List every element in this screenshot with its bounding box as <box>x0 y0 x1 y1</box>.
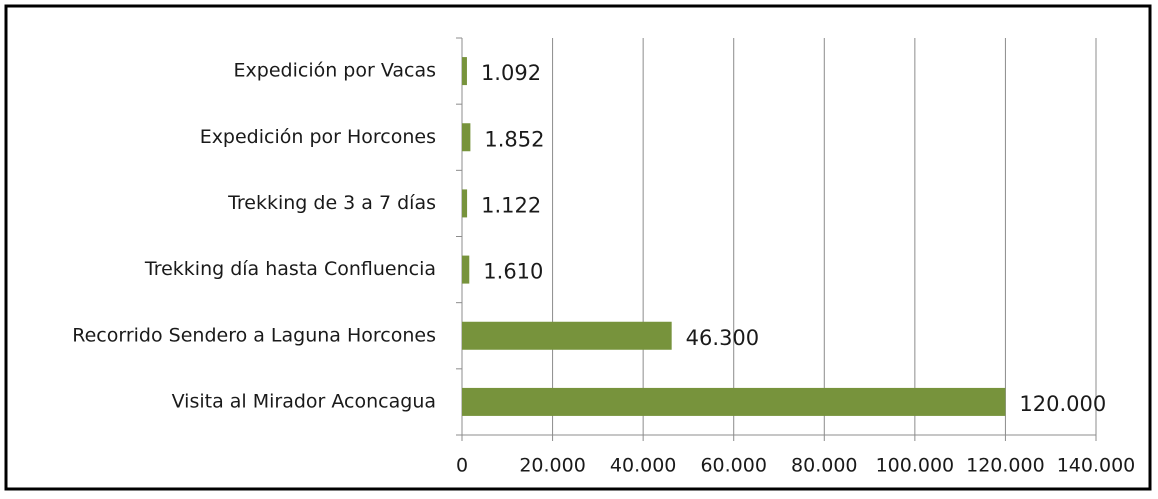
bar <box>462 321 672 350</box>
value-label: 46.300 <box>686 326 759 350</box>
bar <box>462 387 1006 416</box>
y-tick-label: Expedición por Horcones <box>200 126 436 148</box>
x-tick-label: 60.000 <box>700 455 766 477</box>
y-tick-label: Trekking de 3 a 7 días <box>227 192 436 214</box>
bar <box>462 57 467 86</box>
bar <box>462 123 471 152</box>
y-tick-label: Expedición por Vacas <box>234 60 436 82</box>
bar <box>462 189 468 218</box>
x-tick-label: 120.000 <box>966 455 1045 477</box>
y-tick-label: Trekking día hasta Confluencia <box>144 258 436 280</box>
value-label: 120.000 <box>1019 392 1106 416</box>
frame <box>4 4 1152 491</box>
value-label: 1.122 <box>481 193 541 217</box>
x-tick-label: 20.000 <box>519 455 585 477</box>
y-tick-label: Visita al Mirador Aconcagua <box>172 390 436 412</box>
x-tick-label: 100.000 <box>876 455 955 477</box>
value-label: 1.610 <box>483 260 543 284</box>
x-tick-label: 140.000 <box>1057 455 1136 477</box>
bar <box>462 255 470 284</box>
value-label: 1.852 <box>484 127 544 151</box>
x-tick-label: 0 <box>456 455 468 477</box>
x-tick-label: 40.000 <box>610 455 676 477</box>
y-tick-label: Recorrido Sendero a Laguna Horcones <box>72 324 436 346</box>
x-tick-label: 80.000 <box>791 455 857 477</box>
value-label: 1.092 <box>481 61 541 85</box>
